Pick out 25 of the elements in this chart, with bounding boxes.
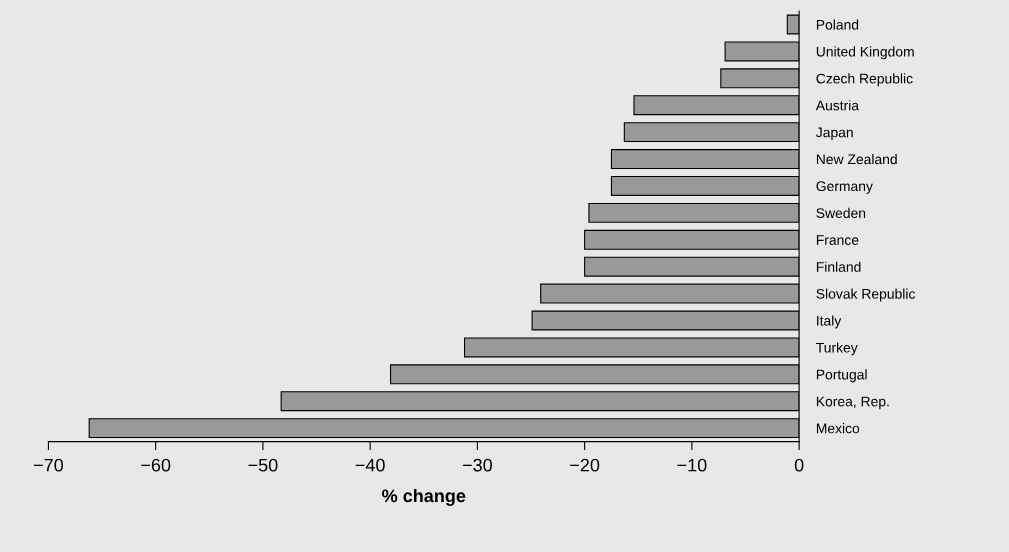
- x-tick-label: −60: [141, 458, 171, 472]
- x-tick-label: −50: [248, 458, 278, 472]
- y-tick-label: Czech Republic: [816, 73, 913, 87]
- x-axis-title: % change: [382, 488, 466, 506]
- x-tick-label: −40: [355, 458, 385, 472]
- x-tick-label: −10: [677, 458, 707, 472]
- y-tick-label: Korea, Rep.: [816, 396, 889, 410]
- y-tick-label: Portugal: [816, 369, 867, 383]
- y-tick-label: United Kingdom: [816, 46, 914, 60]
- x-tick-label: −70: [34, 458, 64, 472]
- y-tick-label: Austria: [815, 100, 860, 111]
- x-tick-label: −30: [462, 458, 493, 472]
- y-tick-label: New Zealand: [816, 154, 897, 165]
- y-tick-label: Turkey: [816, 342, 858, 356]
- y-tick-label: France: [816, 235, 859, 245]
- y-tick-label: Sweden: [816, 207, 866, 219]
- y-tick-label: Japan: [816, 127, 853, 141]
- y-tick-label: Poland: [816, 19, 859, 30]
- x-tick-label: 0: [794, 458, 804, 472]
- y-tick-label: Slovak Republic: [816, 288, 916, 302]
- y-tick-label: Mexico: [816, 423, 860, 434]
- y-tick-label: Germany: [816, 181, 873, 194]
- y-tick-label: Finland: [816, 261, 861, 272]
- y-tick-label: Italy: [817, 315, 842, 329]
- x-tick-label: −20: [570, 458, 600, 472]
